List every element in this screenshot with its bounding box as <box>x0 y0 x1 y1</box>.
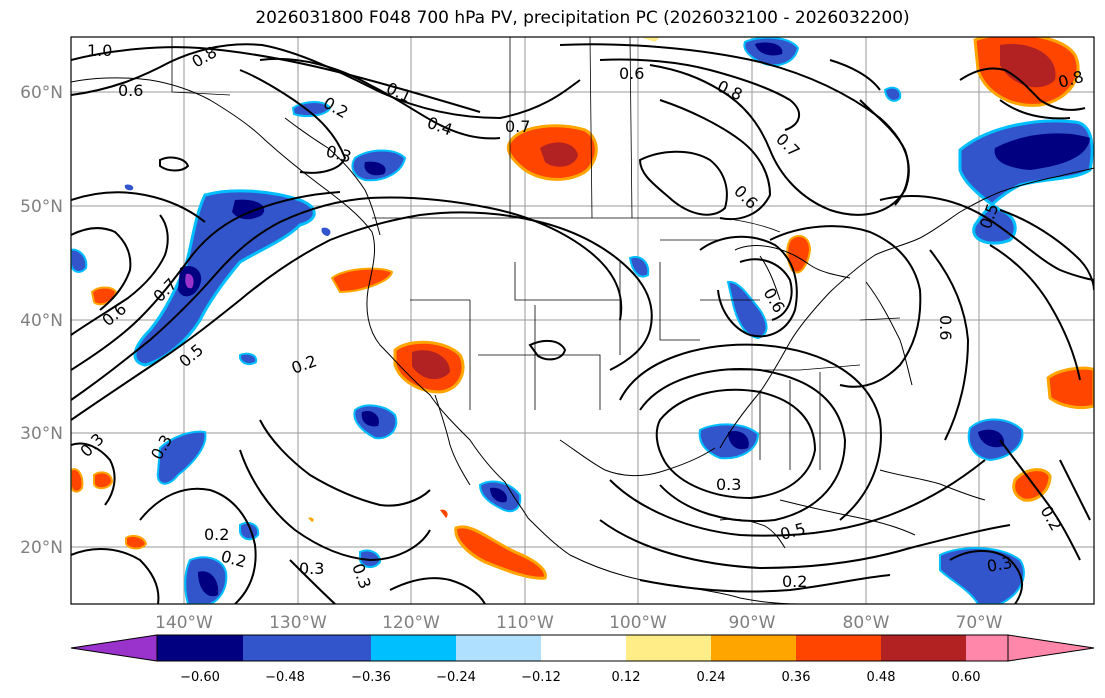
contour-label: 0.6 <box>619 64 644 83</box>
colorbar-segment <box>456 635 541 661</box>
colorbar-segment <box>243 635 328 661</box>
colorbar-segment <box>796 635 881 661</box>
contour-label: 0.2 <box>204 525 229 544</box>
longitude-labels: 140°W 130°W 120°W 110°W 100°W 90°W 80°W … <box>155 613 1003 633</box>
colorbar-tick-label: −0.36 <box>351 670 391 685</box>
colorbar-tick-label: 0.48 <box>867 670 896 685</box>
latitude-labels: 60°N 50°N 40°N 30°N 20°N <box>20 83 63 558</box>
colorbar-segment <box>157 635 243 661</box>
colorbar-tick-label: 0.36 <box>782 670 811 685</box>
colorbar-tick-label: 0.12 <box>612 670 641 685</box>
colorbar-ticks: −0.60 −0.48 −0.36 −0.24 −0.12 0.12 0.24 … <box>180 670 980 685</box>
pv-contours <box>71 43 1094 604</box>
contour-label: 0.3 <box>985 553 1013 576</box>
colorbar-tick-label: −0.48 <box>265 670 305 685</box>
lon-label: 140°W <box>155 613 213 633</box>
contour-label: 0.3 <box>716 475 741 494</box>
lon-label: 90°W <box>729 613 776 633</box>
lat-label: 60°N <box>20 83 63 103</box>
colorbar-tick-label: −0.60 <box>180 670 220 685</box>
colorbar-tick-label: −0.12 <box>521 670 561 685</box>
colorbar-outline <box>156 634 1009 662</box>
map-title: 2026031800 F048 700 hPa PV, precipitatio… <box>255 8 910 28</box>
lon-label: 120°W <box>382 613 440 633</box>
lat-label: 30°N <box>20 424 63 444</box>
contour-label: 0.3 <box>299 559 324 578</box>
contour-label: 0.7 <box>505 117 530 136</box>
colorbar-segment <box>626 635 711 661</box>
contour-label: 0.6 <box>118 81 143 100</box>
colorbar-segment <box>711 635 796 661</box>
contour-label: 0.2 <box>782 572 807 591</box>
colorbar-high-extension <box>1007 634 1095 662</box>
lon-label: 80°W <box>843 613 890 633</box>
colorbar-tick-label: 0.60 <box>952 670 981 685</box>
colorbar-segment <box>541 635 626 661</box>
map-frame <box>70 36 1095 605</box>
lon-label: 100°W <box>609 613 667 633</box>
lat-label: 40°N <box>20 311 63 331</box>
lon-label: 70°W <box>956 613 1003 633</box>
contour-label: 0.6 <box>936 315 955 340</box>
colorbar-tick-label: 0.24 <box>697 670 726 685</box>
colorbar <box>70 634 1095 662</box>
lon-label: 110°W <box>496 613 554 633</box>
colorbar-segment <box>371 635 456 661</box>
colorbar-segment <box>966 635 1008 661</box>
colorbar-tick-label: −0.24 <box>436 670 476 685</box>
precipitation-shading <box>71 37 1094 604</box>
lat-label: 50°N <box>20 197 63 217</box>
lat-label: 20°N <box>20 538 63 558</box>
lon-label: 130°W <box>269 613 327 633</box>
colorbar-low-extension <box>70 634 158 662</box>
colorbar-segment <box>881 635 966 661</box>
contour-label: 1.0 <box>87 41 112 60</box>
